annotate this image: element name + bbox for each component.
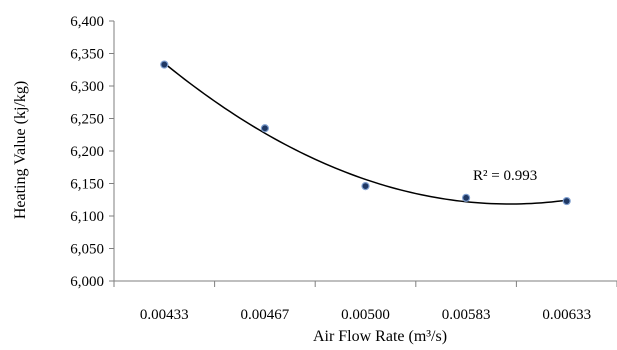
x-tick-label: 0.00500: [341, 307, 390, 323]
y-tick-label: 6,050: [70, 242, 104, 258]
y-tick-label: 6,150: [70, 177, 104, 193]
y-tick-label: 6,300: [70, 79, 104, 95]
data-point: [562, 196, 571, 206]
y-tick-label: 6,350: [70, 47, 104, 63]
y-axis-title: Heating Value (kj/kg): [12, 81, 29, 219]
y-tick-label: 6,100: [70, 209, 104, 225]
x-tick-label: 0.00467: [241, 307, 290, 323]
tick-labels: 6,000 6,050 6,100 6,150 6,200 6,250 6,300 6,350…: [70, 14, 591, 323]
data-point: [260, 124, 269, 133]
trendline-layer: [163, 62, 567, 205]
x-tick-label: 0.00633: [542, 307, 591, 323]
y-tick-label: 6,400: [70, 14, 104, 30]
data-point: [160, 60, 169, 69]
x-tick-label: 0.00583: [442, 307, 491, 323]
data-point: [462, 193, 471, 202]
y-tick-label: 6,000: [70, 274, 104, 290]
trendline: [163, 62, 567, 205]
r-squared-label: R² = 0.993: [473, 168, 537, 184]
y-tick-label: 6,200: [70, 144, 104, 160]
data-point: [361, 182, 370, 191]
x-axis-title: Air Flow Rate (m³/s): [313, 328, 447, 345]
data-points: [160, 60, 571, 206]
x-tick-label: 0.00433: [140, 307, 189, 323]
y-tick-label: 6,250: [70, 112, 104, 128]
axes: [109, 20, 617, 287]
